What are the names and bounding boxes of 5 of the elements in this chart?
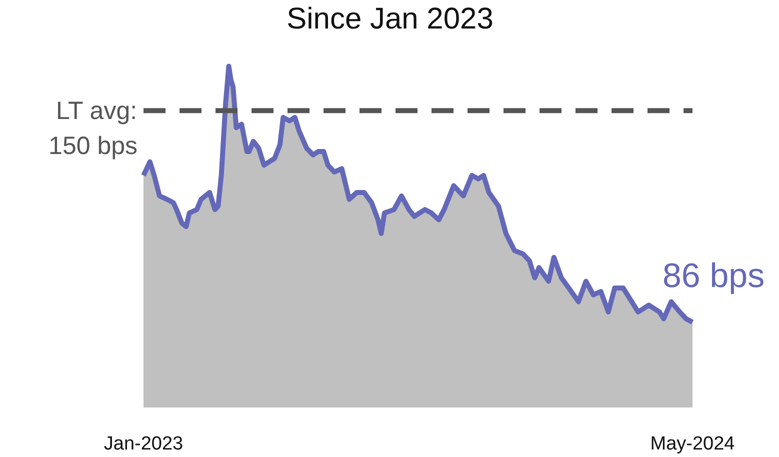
x-tick-label: May-2024 xyxy=(650,434,736,454)
x-tick-label: Jan-2023 xyxy=(104,434,184,454)
text: LT avg: 150 bps xyxy=(48,97,138,160)
chart-title: Since Jan 2023 xyxy=(286,2,494,36)
annotation: 86 bps xyxy=(662,257,765,296)
